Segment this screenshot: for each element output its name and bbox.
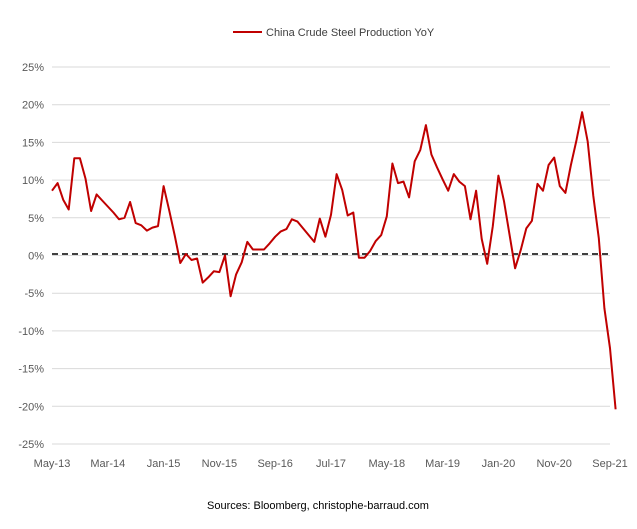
- y-tick-label: 20%: [22, 100, 44, 112]
- x-tick-label: Mar-19: [425, 458, 460, 470]
- y-tick-label: 15%: [22, 137, 44, 149]
- x-tick-label: Sep-21: [592, 458, 627, 470]
- x-tick-label: Sep-16: [257, 458, 292, 470]
- y-tick-label: -25%: [18, 439, 44, 451]
- x-tick-label: Nov-20: [536, 458, 571, 470]
- y-tick-label: 25%: [22, 62, 44, 74]
- x-tick-label: Jan-15: [147, 458, 181, 470]
- y-tick-label: -15%: [18, 364, 44, 376]
- x-axis-ticks: May-13 Mar-14 Jan-15 Nov-15 Sep-16 Jul-17 May-…: [34, 458, 628, 470]
- y-tick-label: -10%: [18, 326, 44, 338]
- x-tick-label: May-18: [368, 458, 405, 470]
- y-tick-label: -5%: [24, 288, 44, 300]
- x-tick-label: May-13: [34, 458, 71, 470]
- series-layer: [51, 111, 617, 410]
- legend: China Crude Steel Production YoY: [233, 27, 435, 39]
- x-tick-label: Nov-15: [202, 458, 237, 470]
- x-tick-label: Jul-17: [316, 458, 346, 470]
- x-tick-label: Jan-20: [482, 458, 516, 470]
- grid-layer: [52, 66, 610, 445]
- source-note: Sources: Bloomberg, christophe-barraud.c…: [207, 500, 429, 512]
- x-tick-label: Mar-14: [90, 458, 125, 470]
- series-line: [51, 111, 617, 410]
- legend-label: China Crude Steel Production YoY: [266, 27, 435, 39]
- y-tick-label: 5%: [28, 213, 44, 225]
- y-axis-ticks: 25% 20% 15% 10% 5% 0% -5% -10% -15% -20% -25%: [18, 62, 44, 451]
- y-tick-label: 0%: [28, 251, 44, 263]
- y-tick-label: 10%: [22, 175, 44, 187]
- y-tick-label: -20%: [18, 401, 44, 413]
